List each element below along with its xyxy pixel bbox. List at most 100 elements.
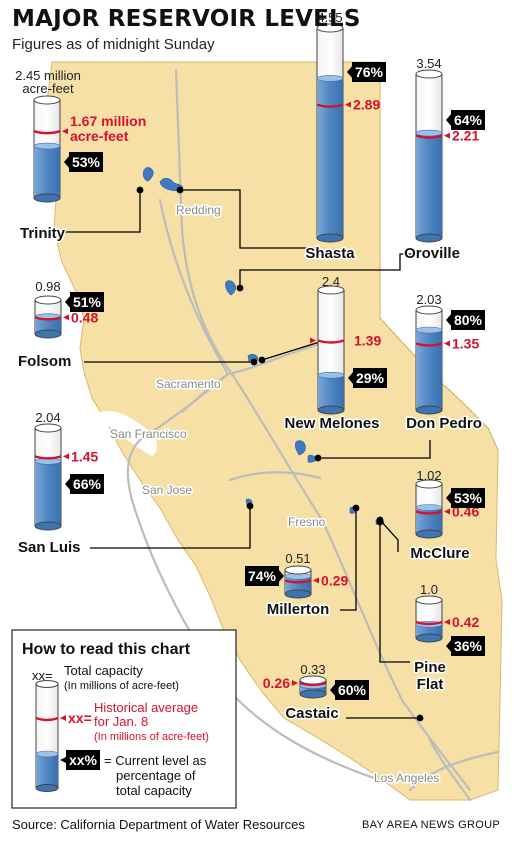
tube-rim-trinity [33,95,61,105]
city-label-halo: Los Angeles [374,771,439,785]
legend-badge [66,750,100,770]
water-surface-mcclure [415,504,443,511]
capacity-pine-flat: 1.0 [420,582,438,597]
percent-don-pedro: 80% [454,312,483,328]
historical-line-don-pedro [415,342,443,347]
badge-arrow-millerton [278,569,284,583]
historical-arrow-don-pedro [444,340,450,347]
name-halo-don-pedro: Don Pedro [406,415,482,432]
capacity-mcclure: 1.02 [416,468,441,483]
name-halo-castaic: Castaic [285,705,338,722]
capacity-don-pedro: 2.03 [416,292,441,307]
name-halo-folsom: Folsom [18,353,71,370]
city-label-halo: San Jose [142,483,192,497]
percent-folsom: 51% [73,294,102,310]
source-note: Source: California Department of Water R… [12,817,305,832]
percent-badge-don-pedro [451,310,485,330]
percent-san-luis: 66% [73,476,102,492]
name-don-pedro: Don Pedro [406,415,482,432]
dot-san-luis [246,502,254,510]
tube-base-san-luis [34,521,62,531]
percent-badge-oroville [451,110,485,130]
historical-line-millerton [284,579,312,584]
percent-badge-trinity [69,152,103,172]
capacity-folsom: 0.98 [35,279,60,294]
historical-oroville: 2.21 [452,128,479,144]
historical-arrow-mcclure [444,508,450,515]
historical-line-castaic [299,681,327,687]
name-halo-pine-flat: Pine [414,659,446,676]
historical-line-mcclure [415,510,443,515]
name-oroville: Oroville [404,245,460,262]
name-halo-new-melones: New Melones [284,415,379,432]
name-new-melones: New Melones [284,415,379,432]
badge-arrow-shasta [347,65,353,79]
tube-rim-millerton [284,565,312,575]
city-label-halo: Redding [176,203,221,217]
name-castaic: Castaic [285,705,338,722]
leader-shasta [180,189,320,249]
legend-total-capacity: Total capacity [64,663,143,678]
dot-castaic [416,714,424,722]
historical-san-luis: 1.45 [71,448,98,464]
highways [126,68,500,802]
legend-historical-arrow [60,715,66,721]
water-surface-new-melones [317,371,345,379]
tube-base-shasta [316,233,344,243]
percent-badge-mcclure [451,488,485,508]
legend-historical-line2: for Jan. 8 [94,714,148,729]
dot-millerton [352,504,360,512]
badge-arrow-don-pedro [446,313,452,327]
historical-castaic: 0.26 [263,675,290,691]
capacity-new-melones: 2.4 [322,274,340,289]
tube-water-shasta [317,78,343,239]
historical-line-folsom [34,316,62,321]
dot-oroville [236,284,244,292]
tube-rim-mcclure [415,479,443,489]
tube-rim-pine-flat [415,595,443,605]
tube-water-oroville [416,133,442,238]
badge-arrow-mcclure [446,491,452,505]
capacity-millerton: 0.51 [285,551,310,566]
legend-current-line3: total capacity [116,783,192,798]
water-surface-don-pedro [415,326,443,334]
name-line2-pine-flat: Flat [417,676,444,693]
legend-current-line1: = Current level as [104,753,207,768]
capacity-castaic: 0.33 [300,662,325,677]
leader-trinity [48,190,141,233]
tube-base-castaic [299,689,327,699]
percent-trinity: 53% [72,154,101,170]
badge-arrow-folsom [65,295,71,309]
dot-folsom [250,358,258,366]
name-halo-shasta: Shasta [305,245,355,262]
percent-badge-shasta [352,62,386,82]
name-mcclure: McClure [410,545,469,562]
legend-historical-line [35,716,59,722]
percent-shasta: 76% [355,64,384,80]
historical-arrow-castaic [292,679,298,686]
percent-badge-millerton [245,566,279,586]
badge-arrow-oroville [446,113,452,127]
dot-trinity [136,186,144,194]
dot-shasta [176,186,184,194]
percent-new-melones: 29% [356,370,385,386]
tube-water-don-pedro [416,330,442,410]
legend-current-line2: percentage of [116,768,196,783]
leader-millerton [340,508,357,611]
dot-new-melones [258,356,266,364]
tube-base-oroville [415,233,443,243]
name-halo-mcclure: McClure [410,545,469,562]
legend-capacity-xx: xx= [32,668,53,683]
city-label-los-angeles: Los Angeles [374,771,439,785]
tube-water-san-luis [35,461,61,526]
tube-rim-oroville [415,69,443,79]
